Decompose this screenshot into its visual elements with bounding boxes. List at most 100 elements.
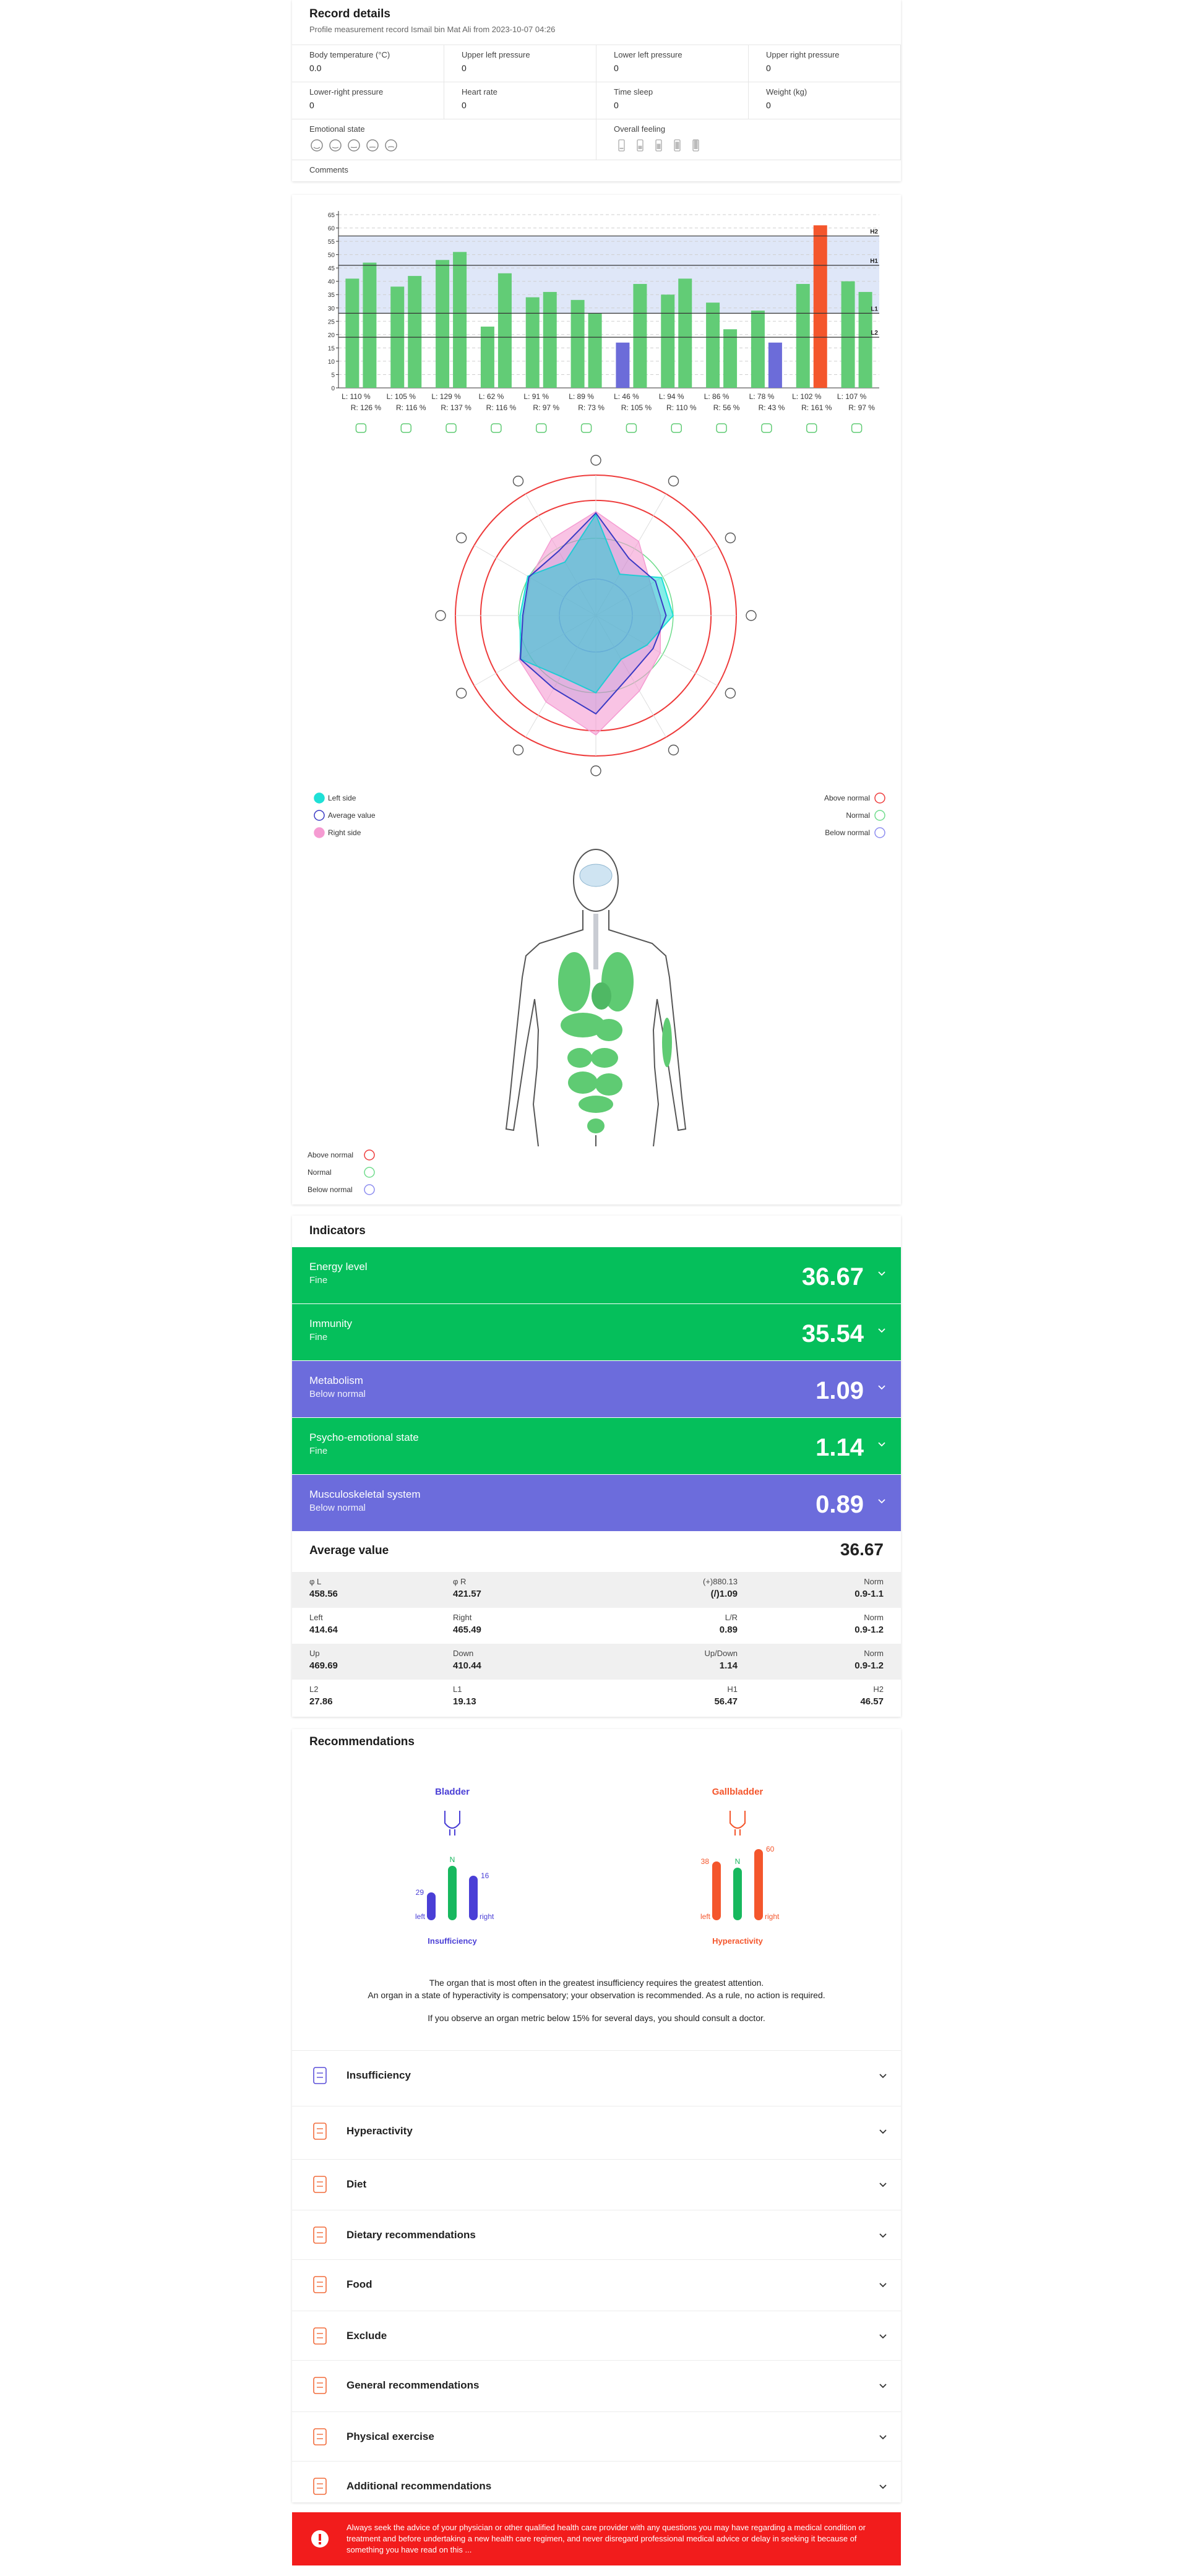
x-label-right: R: 110 % <box>666 403 697 412</box>
organ-icon <box>716 423 727 433</box>
indicator-status: Fine <box>309 1275 328 1286</box>
bar <box>525 297 540 388</box>
x-label-left: L: 78 % <box>749 392 775 401</box>
battery-level <box>675 142 679 149</box>
level-bar <box>427 1892 436 1920</box>
battery-icon <box>637 139 644 152</box>
x-label-right: R: 73 % <box>578 403 605 412</box>
table-cell: Right 465.49 <box>453 1613 481 1635</box>
cell-value: 46.57 <box>860 1696 884 1707</box>
organ-icon <box>590 455 601 466</box>
x-label-right: R: 126 % <box>351 403 382 412</box>
indicator-row[interactable]: Metabolism Below normal 1.09 <box>292 1361 901 1417</box>
y-tick-label: 40 <box>328 279 335 286</box>
accordion-item[interactable]: Dietary recommendations <box>292 2210 901 2260</box>
cell-value: 421.57 <box>453 1589 481 1599</box>
cell-label: φ R <box>453 1577 467 1586</box>
left-value: 29 <box>416 1888 424 1897</box>
cell-label: Left <box>309 1613 323 1622</box>
cell-label: (+)880.13 <box>702 1577 738 1586</box>
bar <box>633 284 647 388</box>
field-value: 0 <box>614 63 619 73</box>
indicator-value: 1.09 <box>816 1377 864 1404</box>
bar <box>570 299 585 388</box>
note: An organ in a state of hyperactivity is … <box>368 1990 825 2000</box>
organ-icon <box>355 423 367 433</box>
legend-swatch <box>364 1149 375 1161</box>
y-tick-label: 10 <box>328 359 335 366</box>
average-label: Average value <box>309 1544 389 1557</box>
legend-swatch <box>314 810 325 821</box>
organ-icon <box>851 423 863 433</box>
organ-icon <box>806 423 817 433</box>
section-icon <box>313 2428 327 2445</box>
chevron <box>878 1499 885 1504</box>
record-field: Body temperature (°C) 0.0 <box>292 45 444 82</box>
note: If you observe an organ metric below 15%… <box>428 2013 765 2023</box>
record-field: Weight (kg) 0 <box>749 82 901 119</box>
section-title: Additional recommendations <box>346 2480 492 2492</box>
chevron <box>879 2484 887 2489</box>
x-label-right: R: 97 % <box>533 403 559 412</box>
accordion-item[interactable]: Exclude <box>292 2311 901 2361</box>
organ-name: Gallbladder <box>712 1787 764 1797</box>
face-mouth <box>332 147 339 148</box>
accordion-item[interactable]: Insufficiency <box>292 2050 901 2101</box>
battery-level <box>694 140 698 149</box>
section-title: Physical exercise <box>346 2431 434 2442</box>
warning-icon <box>311 2530 329 2548</box>
intestine <box>568 1071 598 1094</box>
chevron <box>879 2283 887 2288</box>
legend-swatch <box>364 1184 375 1195</box>
normal-band <box>338 236 879 314</box>
organ-icon <box>444 1811 460 1835</box>
field-value: 0 <box>309 100 314 110</box>
disclaimer-text: Always seek the advice of your physician… <box>346 2523 866 2554</box>
accordion-item[interactable]: General recommendations <box>292 2360 901 2411</box>
accordion-item[interactable]: Additional recommendations <box>292 2461 901 2512</box>
table-cell: L2 27.86 <box>309 1685 333 1707</box>
bar <box>706 303 720 388</box>
cell-value: 27.86 <box>309 1696 333 1707</box>
bar <box>543 291 557 388</box>
chevron <box>879 2074 887 2079</box>
cell-value: (/)1.09 <box>710 1589 738 1599</box>
table-cell: Up 469.69 <box>309 1649 338 1671</box>
section-title: Insufficiency <box>346 2069 411 2081</box>
average-value: 36.67 <box>840 1540 884 1559</box>
accordion-item[interactable]: Food <box>292 2259 901 2310</box>
cell-label: L/R <box>725 1613 738 1622</box>
reference-label: L1 <box>871 306 878 312</box>
organ-icon <box>761 423 772 433</box>
cell-value: 0.9-1.1 <box>854 1589 884 1599</box>
chevron <box>879 2129 887 2134</box>
indicator-row[interactable]: Psycho-emotional state Fine 1.14 <box>292 1418 901 1474</box>
x-label-right: R: 97 % <box>848 403 875 412</box>
face-mouth <box>313 147 321 149</box>
accordion-item[interactable]: Diet <box>292 2159 901 2210</box>
indicator-row[interactable]: Musculoskeletal system Below normal 0.89 <box>292 1475 901 1531</box>
cell-label: Down <box>453 1649 474 1658</box>
indicator-row[interactable]: Immunity Fine 35.54 <box>292 1304 901 1360</box>
face-mouth <box>350 147 358 148</box>
table-cell: L1 19.13 <box>453 1685 476 1707</box>
content-column: Record details Profile measurement recor… <box>292 0 901 2576</box>
field-value: 0 <box>462 100 467 110</box>
section-title: Dietary recommendations <box>346 2229 476 2241</box>
accordion-item[interactable]: Physical exercise <box>292 2411 901 2462</box>
indicator-name: Metabolism <box>309 1375 363 1386</box>
bar <box>363 262 377 388</box>
organ-icon <box>730 1811 746 1835</box>
organ-state: Insufficiency <box>428 1936 477 1946</box>
section-icon <box>313 2067 327 2084</box>
icon-shape <box>313 2276 327 2293</box>
cell-value: 469.69 <box>309 1660 338 1671</box>
head-outline <box>573 849 619 912</box>
x-label-left: L: 129 % <box>431 392 461 401</box>
y-tick-label: 20 <box>328 332 335 339</box>
table-cell: (+)880.13 (/)1.09 <box>703 1577 738 1599</box>
chevron-path <box>879 2129 887 2134</box>
accordion-item[interactable]: Hyperactivity <box>292 2106 901 2157</box>
indicator-row[interactable]: Energy level Fine 36.67 <box>292 1247 901 1303</box>
